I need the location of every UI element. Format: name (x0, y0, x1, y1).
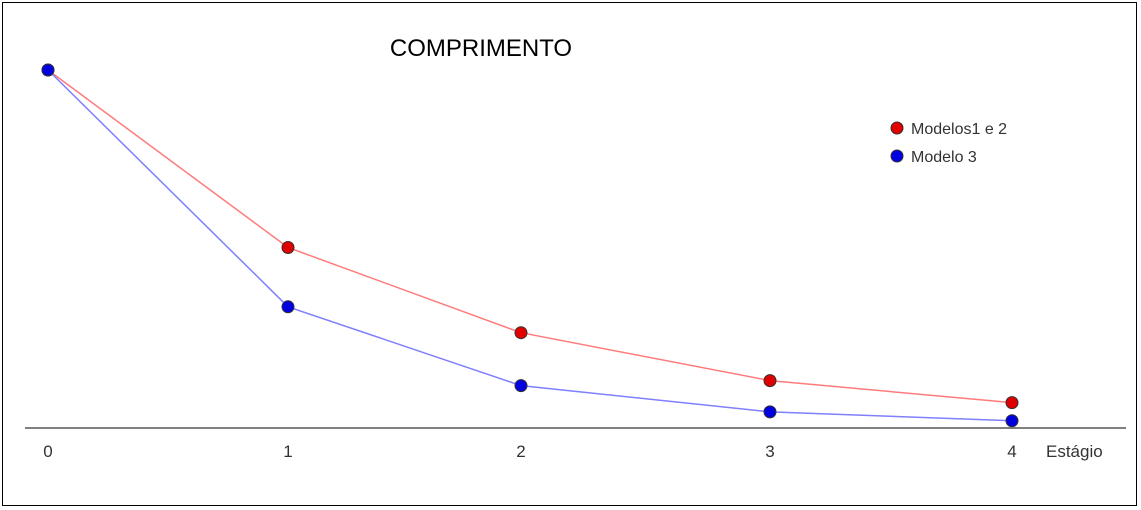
data-point-s1-3 (763, 405, 777, 419)
data-point-s0-4 (1005, 396, 1019, 410)
x-tick-label-0: 0 (43, 442, 52, 461)
legend-marker-1 (890, 149, 904, 163)
data-point-s1-0 (41, 63, 55, 77)
x-tick-label-1: 1 (283, 442, 292, 461)
data-point-s1-2 (514, 379, 528, 393)
x-tick-label-4: 4 (1007, 442, 1016, 461)
data-point-s1-1 (281, 300, 295, 314)
legend-label-1: Modelo 3 (911, 149, 977, 166)
data-point-s0-2 (514, 326, 528, 340)
legend-label-0: Modelos1 e 2 (911, 121, 1007, 138)
data-point-s0-3 (763, 374, 777, 388)
data-point-s0-1 (281, 241, 295, 254)
x-axis-label: Estágio (1046, 442, 1103, 461)
legend: Modelos1 e 2 Modelo 3 (890, 121, 1007, 166)
series-layer (41, 63, 1019, 428)
x-tick-label-2: 2 (516, 442, 525, 461)
tick-layer: 0 1 2 3 4 (43, 442, 1016, 461)
data-point-s1-4 (1005, 414, 1019, 428)
series-line-0 (47, 69, 1013, 404)
legend-marker-0 (890, 121, 904, 135)
series-line-1 (47, 69, 1013, 422)
chart-title: COMPRIMENTO (390, 35, 572, 62)
x-tick-label-3: 3 (765, 442, 774, 461)
